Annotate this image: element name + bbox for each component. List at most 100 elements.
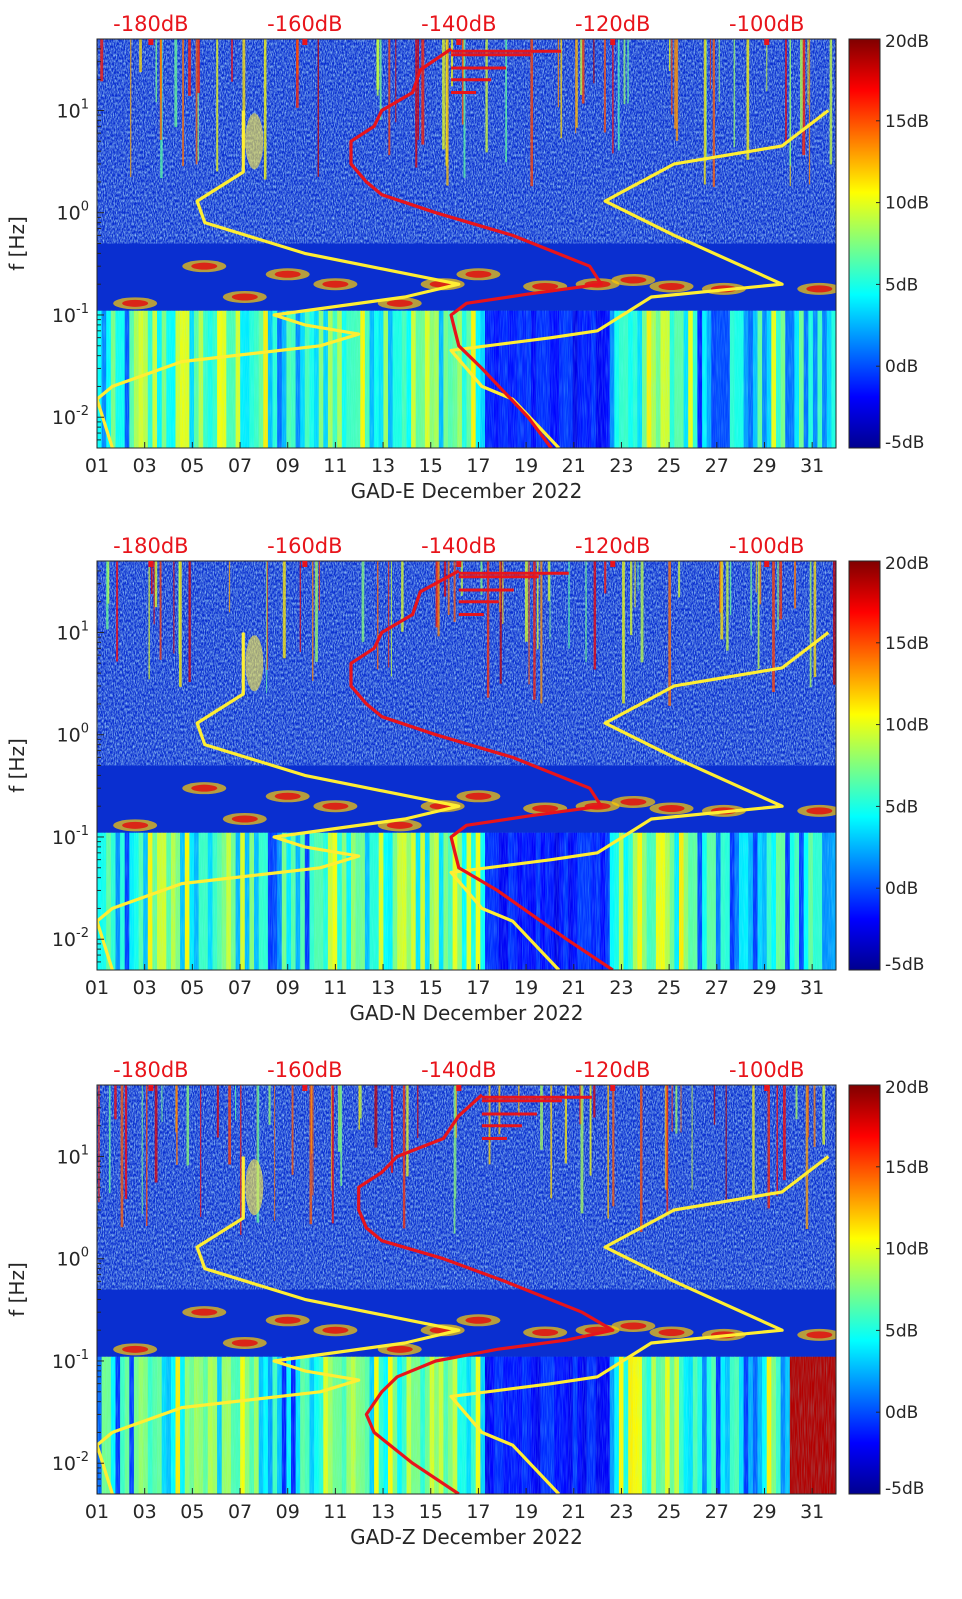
burst bbox=[114, 1085, 117, 1120]
burst bbox=[340, 1085, 343, 1186]
top-axis-label: -100dB bbox=[729, 534, 804, 558]
burst bbox=[709, 39, 711, 90]
colorbar-tick-label: -5dB bbox=[885, 955, 924, 975]
microseism-core bbox=[620, 1322, 647, 1330]
x-tick-label: 25 bbox=[657, 455, 681, 477]
burst bbox=[151, 561, 153, 594]
x-tick-label: 09 bbox=[276, 977, 300, 999]
burst bbox=[195, 39, 198, 165]
microseism-core bbox=[532, 282, 559, 290]
burst bbox=[623, 39, 626, 105]
x-tick-label: 03 bbox=[133, 1501, 157, 1523]
panel-1: 01 03 05 07 09 11 13 15 17 19 21 23 25 27 29 31 GAD-E De… bbox=[5, 12, 929, 503]
colorbar-tick-label: 5dB bbox=[885, 275, 918, 295]
colorbar-tick-label: 15dB bbox=[885, 634, 929, 654]
colorbar-tick-label: 5dB bbox=[885, 1321, 918, 1341]
burst bbox=[777, 561, 779, 631]
burst bbox=[807, 1085, 809, 1138]
burst bbox=[299, 561, 301, 653]
burst bbox=[808, 39, 811, 185]
top-axis-tick bbox=[302, 39, 308, 45]
burst bbox=[772, 561, 775, 692]
burst bbox=[197, 39, 200, 93]
x-tick-label: 17 bbox=[466, 1501, 490, 1523]
x-tick-label: 27 bbox=[705, 1501, 729, 1523]
spectrogram bbox=[97, 39, 836, 448]
burst bbox=[557, 39, 559, 108]
y-tick-label: 10-2 bbox=[52, 404, 89, 429]
x-tick-label: 21 bbox=[562, 455, 586, 477]
burst bbox=[315, 561, 318, 662]
burst bbox=[720, 561, 724, 640]
top-axis-label: -180dB bbox=[113, 534, 188, 558]
x-tick-label: 03 bbox=[133, 977, 157, 999]
burst bbox=[337, 1085, 341, 1152]
burst bbox=[216, 1085, 219, 1138]
x-tick-label: 17 bbox=[466, 977, 490, 999]
burst bbox=[174, 39, 178, 128]
burst bbox=[256, 1085, 260, 1223]
microseism-core bbox=[322, 280, 349, 288]
top-axis-tick bbox=[148, 39, 154, 45]
x-tick-label: 05 bbox=[180, 455, 204, 477]
lf-texture bbox=[97, 1356, 836, 1494]
burst bbox=[182, 39, 184, 167]
x-tick-label: 11 bbox=[323, 455, 347, 477]
burst bbox=[453, 1085, 456, 1234]
burst bbox=[146, 1085, 148, 1226]
burst bbox=[462, 39, 465, 77]
burst bbox=[680, 1085, 682, 1133]
microseism-core bbox=[231, 1339, 258, 1347]
top-axis-label: -160dB bbox=[267, 534, 342, 558]
low-noise-model-curve bbox=[97, 110, 461, 448]
burst bbox=[822, 1085, 826, 1145]
burst bbox=[460, 561, 463, 596]
burst bbox=[388, 39, 391, 156]
x-tick-label: 13 bbox=[371, 977, 395, 999]
x-axis-label: GAD-Z December 2022 bbox=[350, 1525, 583, 1549]
burst bbox=[593, 1085, 596, 1118]
hf-noise bbox=[97, 1085, 836, 1290]
microseism-core bbox=[191, 784, 218, 792]
top-axis-label: -160dB bbox=[267, 1058, 342, 1082]
microseism-core bbox=[122, 299, 149, 307]
lf-texture bbox=[97, 310, 836, 448]
burst bbox=[733, 39, 736, 148]
burst bbox=[785, 39, 787, 143]
burst bbox=[124, 1085, 128, 1200]
burst bbox=[802, 39, 806, 156]
burst bbox=[141, 1085, 143, 1214]
burst bbox=[318, 561, 320, 611]
microseism-core bbox=[274, 270, 301, 278]
x-tick-label: 29 bbox=[752, 1501, 776, 1523]
colorbar-tick-label: 0dB bbox=[885, 357, 918, 377]
burst bbox=[461, 39, 464, 125]
burst bbox=[453, 561, 456, 622]
burst bbox=[547, 561, 550, 601]
burst bbox=[130, 39, 132, 177]
x-tick-label: 25 bbox=[657, 977, 681, 999]
burst bbox=[675, 39, 679, 141]
x-tick-label: 23 bbox=[609, 455, 633, 477]
burst bbox=[759, 561, 762, 605]
burst bbox=[485, 39, 488, 153]
low-noise-model-curve bbox=[97, 1156, 461, 1494]
burst bbox=[712, 39, 715, 187]
burst bbox=[671, 1085, 673, 1132]
top-axis-tick bbox=[302, 561, 308, 567]
burst bbox=[331, 1085, 334, 1224]
burst bbox=[406, 1085, 409, 1177]
burst bbox=[361, 561, 365, 642]
burst bbox=[263, 39, 267, 180]
burst bbox=[498, 1085, 501, 1135]
median-psd-curve bbox=[349, 569, 614, 970]
burst bbox=[463, 39, 466, 178]
burst bbox=[240, 1085, 242, 1235]
burst bbox=[188, 561, 191, 682]
burst bbox=[446, 39, 449, 186]
spectrogram bbox=[97, 561, 836, 970]
burst bbox=[729, 561, 732, 616]
burst bbox=[809, 561, 812, 688]
median-psd-curve bbox=[357, 1093, 615, 1494]
